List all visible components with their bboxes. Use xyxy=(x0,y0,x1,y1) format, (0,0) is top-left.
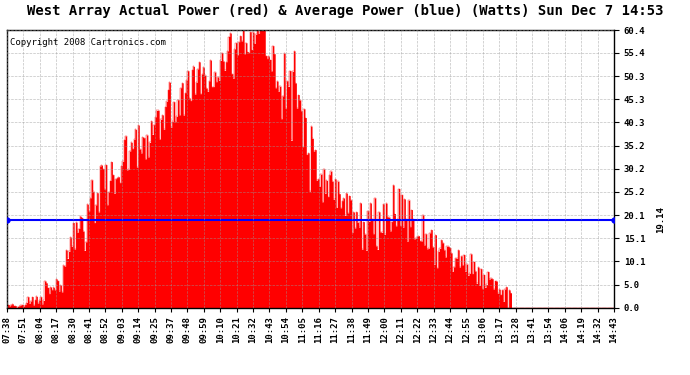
Text: 19.14: 19.14 xyxy=(656,206,664,233)
Text: Copyright 2008 Cartronics.com: Copyright 2008 Cartronics.com xyxy=(10,38,166,47)
Text: West Array Actual Power (red) & Average Power (blue) (Watts) Sun Dec 7 14:53: West Array Actual Power (red) & Average … xyxy=(27,4,663,18)
